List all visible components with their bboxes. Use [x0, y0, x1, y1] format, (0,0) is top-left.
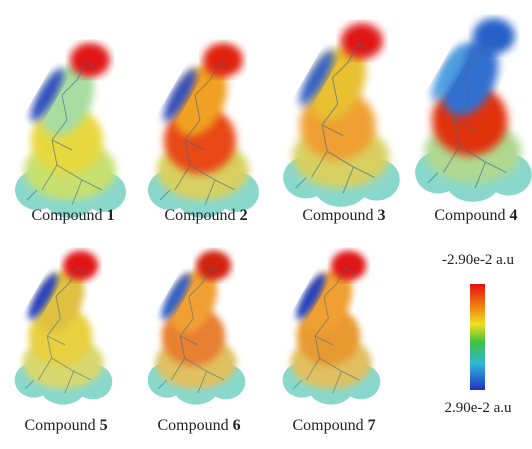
bond-skeleton: [292, 266, 360, 394]
bond-skeleton: [295, 42, 375, 194]
mep-map: [14, 250, 113, 405]
caption-label: Compound: [31, 207, 103, 224]
surface-lobe: [331, 250, 367, 281]
compound-number: 7: [367, 417, 376, 434]
surface-lobe: [472, 18, 515, 54]
bond-skeleton: [157, 266, 225, 394]
surface-lobe: [431, 45, 467, 101]
surface-lobe: [299, 50, 335, 106]
bond-skeleton: [427, 37, 507, 189]
mep-map: [148, 43, 259, 218]
surface-lobe: [203, 43, 243, 77]
caption-label: Compound: [164, 207, 236, 224]
compound-caption: Compound 7: [292, 417, 375, 435]
compound-caption: Compound 2: [164, 207, 247, 225]
compound-caption: Compound 6: [157, 417, 240, 435]
compound-number: 6: [232, 417, 241, 434]
compound-number: 2: [239, 207, 248, 224]
surface-lobe: [28, 273, 58, 320]
compound-caption: Compound 5: [24, 417, 107, 435]
surface-lobe: [163, 68, 197, 122]
mep-map: [282, 250, 381, 405]
bond-skeleton: [26, 61, 103, 206]
colorbar-bottom-label: 2.90e-2 a.u: [444, 400, 512, 416]
caption-label: Compound: [157, 417, 229, 434]
compound-number: 3: [377, 207, 386, 224]
caption-label: Compound: [302, 207, 374, 224]
caption-label: Compound: [292, 417, 364, 434]
compound-caption: Compound 3: [302, 207, 385, 225]
compound-number: 5: [99, 417, 108, 434]
surface-lobe: [30, 68, 64, 122]
surface-lobe: [296, 273, 326, 320]
colorbar-top-label: -2.90e-2 a.u: [441, 252, 515, 268]
caption-label: Compound: [434, 207, 506, 224]
mep-map: [415, 18, 532, 202]
surface-lobe: [70, 43, 110, 77]
caption-label: Compound: [24, 417, 96, 434]
mep-map: [147, 250, 246, 405]
compound-number: 1: [106, 207, 115, 224]
compound-caption: Compound 4: [434, 207, 517, 225]
surface-lobe: [196, 250, 232, 281]
compound-caption: Compound 1: [31, 207, 114, 225]
bond-skeleton: [159, 61, 236, 206]
mep-map: [283, 23, 400, 207]
surface-lobe: [63, 250, 99, 281]
surface-lobe: [340, 23, 383, 59]
compound-number: 4: [509, 207, 518, 224]
surface-lobe: [161, 273, 191, 320]
color-bar: [470, 284, 485, 390]
mep-map: [15, 43, 126, 218]
bond-skeleton: [24, 266, 92, 394]
